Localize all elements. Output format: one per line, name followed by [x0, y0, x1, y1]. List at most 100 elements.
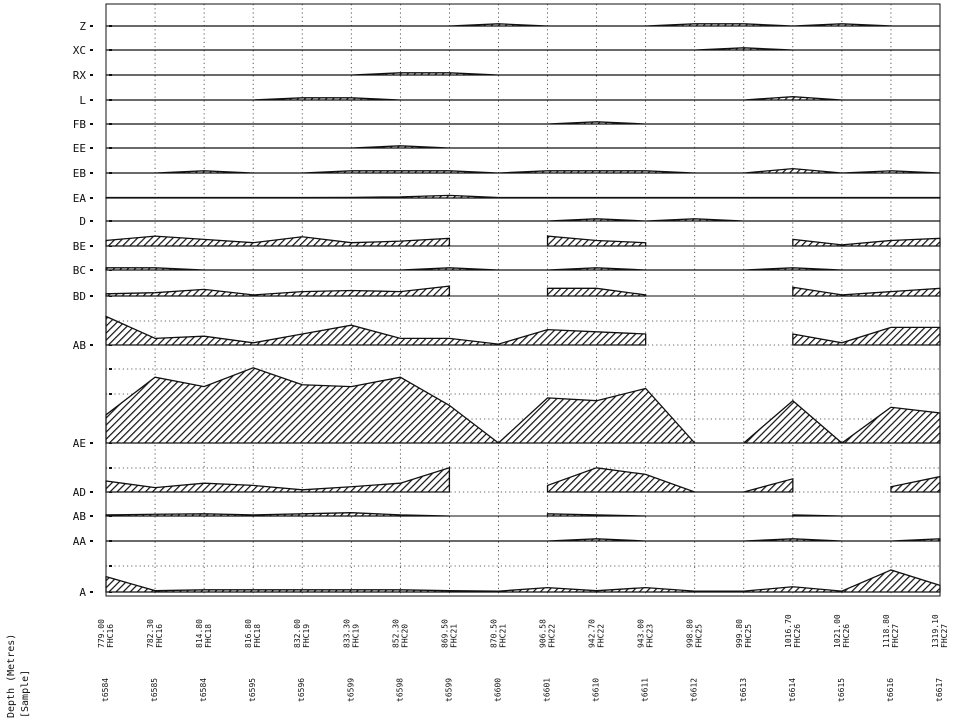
label-tick: [90, 49, 93, 51]
area-z: [106, 23, 940, 27]
depth-label: 943.00: [637, 619, 646, 648]
depth-label-group: 1319.10 FHC27: [931, 614, 949, 648]
track-label: BD: [73, 290, 86, 303]
sample-label: t6601: [543, 678, 552, 702]
sample-label-group: t6598: [395, 678, 404, 702]
area-ad: [890, 475, 941, 493]
sample-code-label: FHC16: [106, 624, 115, 648]
sample-code-label: FHC18: [253, 624, 262, 648]
sample-label: t6596: [297, 678, 306, 702]
depth-label: 1319.10: [931, 614, 940, 648]
sample-code-label: FHC18: [204, 624, 213, 648]
sample-label-group: t6610: [592, 678, 601, 702]
sample-code-label: FHC26: [793, 624, 802, 648]
depth-label-group: 779.00 FHC16: [97, 619, 115, 648]
sample-label-group: t6585: [150, 678, 159, 702]
sample-label: t6614: [788, 678, 797, 702]
sample-label-group: t6584: [199, 678, 208, 702]
x-axis-title: Depth (Metres): [6, 634, 17, 718]
area-be: [105, 235, 451, 247]
label-tick: [90, 515, 93, 517]
sample-label: t6611: [641, 678, 650, 702]
area-ab: [105, 315, 647, 346]
label-tick: [90, 344, 93, 346]
label-tick: [90, 25, 93, 27]
y-tick: [109, 467, 112, 469]
sample-code-label: FHC27: [891, 624, 900, 648]
sample-label: t6584: [199, 678, 208, 702]
sample-label-group: t6601: [543, 678, 552, 702]
depth-label-group: 833.30 FHC19: [342, 619, 360, 648]
area-xc: [106, 47, 940, 51]
depth-label-group: 869.50 FHC21: [440, 619, 458, 648]
depth-label-group: 782.30 FHC16: [146, 619, 164, 648]
area-bd: [546, 287, 647, 297]
track-label: L: [79, 94, 86, 107]
area-aa: [106, 538, 941, 542]
area-bc: [105, 267, 940, 271]
depth-label: 814.80: [195, 619, 204, 648]
plot-frame: [105, 3, 941, 597]
label-tick: [90, 540, 93, 542]
sample-label: t6610: [592, 678, 601, 702]
area-be: [792, 237, 941, 247]
sample-label: t6599: [346, 678, 355, 702]
area-a: [105, 569, 941, 593]
sample-label: t6584: [101, 678, 110, 702]
area-ae: [105, 367, 941, 444]
depth-label-group: 870.50 FHC21: [489, 619, 507, 648]
depth-label: 942.70: [588, 619, 597, 648]
label-tick: [90, 147, 93, 149]
y-tick: [109, 393, 112, 395]
track-label: A: [79, 586, 86, 599]
sample-code-label: FHC25: [695, 624, 704, 648]
depth-label: 998.80: [686, 619, 695, 648]
track-label: Z: [79, 20, 86, 33]
track-label: AB: [73, 339, 87, 352]
depth-label: 1021.00: [833, 614, 842, 648]
area-rx: [106, 72, 940, 76]
track-label: BC: [73, 264, 86, 277]
sample-label-group: t6613: [739, 678, 748, 702]
depth-label-group: 816.80 FHC18: [244, 619, 262, 648]
sample-label-group: t6614: [788, 678, 797, 702]
sample-label-group: t6596: [297, 678, 306, 702]
track-label: EB: [73, 167, 87, 180]
track-label: XC: [73, 44, 86, 57]
depth-label: 833.30: [342, 619, 351, 648]
sample-label: t6599: [444, 678, 453, 702]
depth-label: 869.50: [440, 619, 449, 648]
depth-label: 782.30: [146, 619, 155, 648]
depth-label: 779.00: [97, 619, 106, 648]
sample-label-group: t6595: [248, 678, 257, 702]
area-ad: [546, 467, 794, 493]
track-label: D: [79, 215, 86, 228]
depth-label: 870.50: [489, 619, 498, 648]
track-label: EA: [73, 192, 87, 205]
x-axis-subtitle: [Sample]: [20, 670, 31, 718]
sample-code-label: FHC27: [940, 624, 949, 648]
track-label: EE: [73, 142, 86, 155]
depth-label-group: 943.00 FHC23: [637, 619, 655, 648]
depth-label-group: 942.70 FHC22: [588, 619, 606, 648]
depth-label-group: 906.58 FHC22: [539, 619, 557, 648]
label-tick: [90, 491, 93, 493]
sample-label-group: t6612: [690, 678, 699, 702]
depth-label: 832.00: [293, 619, 302, 648]
sample-label: t6617: [935, 678, 944, 702]
label-tick: [90, 99, 93, 101]
sample-label: t6616: [886, 678, 895, 702]
label-tick: [90, 591, 93, 593]
track-label: FB: [73, 118, 87, 131]
sample-code-label: FHC22: [597, 624, 606, 648]
sample-label-group: t6616: [886, 678, 895, 702]
track-label: AE: [73, 437, 86, 450]
sample-label-group: t6615: [837, 678, 846, 702]
depth-label: 906.58: [539, 619, 548, 648]
depth-label-group: 998.80 FHC25: [686, 619, 704, 648]
area-eb: [106, 167, 941, 174]
sample-label-group: t6600: [493, 678, 502, 702]
